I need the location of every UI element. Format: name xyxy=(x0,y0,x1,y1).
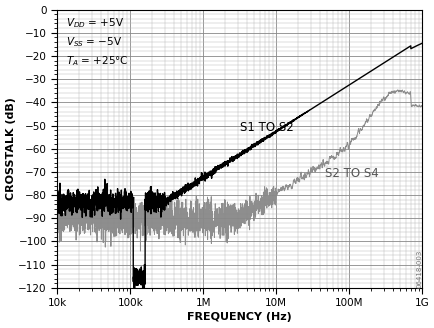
Y-axis label: CROSSTALK (dB): CROSSTALK (dB) xyxy=(6,97,16,200)
Text: $V_{DD}$ = +5V
$V_{SS}$ = −5V
$T_A$ = +25°C: $V_{DD}$ = +5V $V_{SS}$ = −5V $T_A$ = +2… xyxy=(66,16,129,68)
Text: 06418-003: 06418-003 xyxy=(415,250,421,288)
Text: S2 TO S4: S2 TO S4 xyxy=(325,167,378,179)
X-axis label: FREQUENCY (Hz): FREQUENCY (Hz) xyxy=(187,313,291,322)
Text: S1 TO S2: S1 TO S2 xyxy=(239,121,293,133)
